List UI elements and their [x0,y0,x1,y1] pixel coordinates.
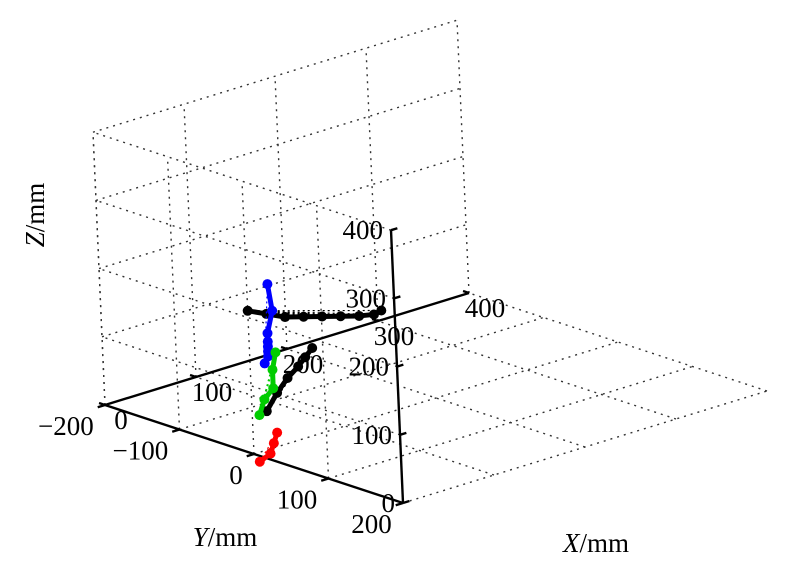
series-3 [254,347,281,421]
series-1-point [300,352,311,363]
x-tick-mark [371,317,379,323]
series-2 [259,279,278,369]
x-tick-mark [98,401,106,407]
grid-line [92,19,458,133]
series-1-point [261,406,272,417]
series-4 [254,427,283,467]
x-tick-label: 0 [114,405,128,435]
x-tick-label: 300 [374,321,415,351]
series-1-point [293,361,304,372]
series-0-point [376,305,387,316]
z-tick-label: 0 [382,488,396,518]
grid-line [365,48,379,322]
grid-line [328,365,693,480]
series-0-point [298,311,309,322]
series-4-point [265,448,276,459]
series-3-point [259,394,270,405]
x-tick-label: 100 [192,377,233,407]
grid-line [468,292,768,392]
z-tick-label: 300 [346,283,387,313]
grid-line [95,87,461,202]
z-tick-label: 400 [343,215,384,245]
series-3-point [270,347,281,358]
grid-line [166,156,181,430]
series-0-point [354,310,365,321]
series-0-point [242,305,253,316]
series-0-point [280,312,291,323]
z-tick-mark [399,431,407,436]
y-tick-mark [395,501,404,507]
series-3-point [267,364,278,375]
series-4-point [254,456,265,467]
series-1 [261,343,318,417]
series-4-point [268,438,279,449]
series-1-point [282,373,293,384]
x-tick-mark [189,373,197,379]
series-0-point [317,311,328,322]
x-axis-label: X/mm [562,528,629,558]
z-axis-label: Z/mm [20,183,50,248]
series-4-point [272,427,283,438]
series-0-point [368,309,379,320]
grid-line [183,104,197,378]
grid-line [101,224,467,338]
z-tick-label: 200 [349,352,390,382]
series-2-point [262,328,273,339]
grid-line [98,155,464,270]
axis-lines [97,227,470,507]
grid-lines [92,19,768,504]
x-tick-mark [280,345,288,351]
z-tick-mark [393,295,401,300]
series-2-point [262,279,273,290]
x-tick-label: 200 [283,349,324,379]
series-2-point [267,305,278,316]
y-tick-label: 200 [351,509,392,539]
z-tick-label: 100 [352,420,393,450]
z-tick-mark [390,227,398,232]
y-tick-label: 0 [229,460,243,490]
grid-line [402,390,768,504]
series-layer [242,279,387,467]
series-4-line [257,430,280,465]
y-tick-label: −100 [112,436,168,466]
y-tick-label: 100 [277,485,318,515]
series-0-point [335,311,346,322]
grid-line [253,341,619,455]
y-tick-mark [320,477,329,482]
grid-line [241,181,255,455]
z-tick-mark [402,499,410,505]
grid-line [456,20,470,294]
z-tick-mark [396,363,404,368]
series-2-point [262,336,273,347]
series-2-stem [264,284,268,364]
y-tick-mark [246,452,255,458]
series-3-point [268,383,279,394]
y-axis-label: Y/mm [193,522,258,552]
grid-line [179,316,544,431]
series-1-point [307,343,318,353]
y-tick-mark [171,428,180,433]
series-3-point [254,410,265,421]
x-tick-label: 400 [465,293,506,323]
grid-line [377,320,677,420]
x-tick-mark [462,289,470,295]
y-tick-label: −200 [38,411,94,441]
